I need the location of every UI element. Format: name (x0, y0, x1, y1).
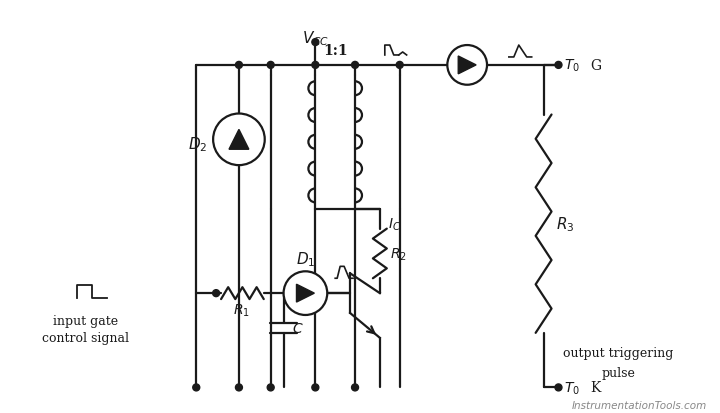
Text: $D_2$: $D_2$ (187, 135, 207, 153)
Text: $V_{CC}$: $V_{CC}$ (302, 29, 329, 48)
Circle shape (267, 384, 274, 391)
Circle shape (193, 384, 199, 391)
Polygon shape (458, 57, 476, 75)
Circle shape (447, 46, 487, 85)
Text: $I_C$: $I_C$ (388, 216, 400, 232)
Text: $T_0$: $T_0$ (564, 57, 580, 74)
Text: control signal: control signal (42, 332, 129, 344)
Circle shape (396, 62, 403, 69)
Circle shape (235, 384, 243, 391)
Circle shape (267, 62, 274, 69)
Polygon shape (229, 130, 249, 150)
Text: $R_2$: $R_2$ (390, 246, 407, 262)
Text: pulse: pulse (601, 366, 635, 379)
Text: output triggering: output triggering (563, 347, 673, 359)
Circle shape (212, 290, 220, 297)
Text: $C$: $C$ (292, 321, 303, 335)
Polygon shape (297, 285, 315, 302)
Circle shape (312, 384, 319, 391)
Circle shape (312, 62, 319, 69)
Circle shape (351, 384, 359, 391)
Circle shape (555, 384, 562, 391)
Text: InstrumentationTools.com: InstrumentationTools.com (572, 400, 707, 410)
Text: input gate: input gate (53, 315, 117, 328)
Text: $D_1$: $D_1$ (296, 249, 315, 268)
Text: K: K (590, 380, 600, 394)
Circle shape (284, 272, 328, 315)
Circle shape (213, 114, 265, 166)
Text: $R_3$: $R_3$ (557, 215, 575, 233)
Text: G: G (590, 59, 601, 73)
Circle shape (235, 62, 243, 69)
Circle shape (555, 62, 562, 69)
Circle shape (351, 62, 359, 69)
Text: $R_1$: $R_1$ (233, 302, 251, 318)
Circle shape (312, 40, 319, 46)
Text: $T_0$: $T_0$ (564, 379, 580, 396)
Text: 1:1: 1:1 (323, 44, 348, 58)
